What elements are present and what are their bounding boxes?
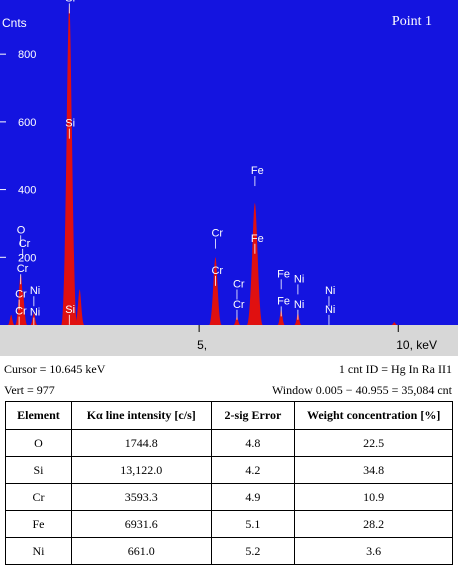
spectrum-peak — [18, 291, 28, 325]
table-row: Cr 3593.3 4.9 10.9 — [5, 483, 453, 511]
element-annotation: Cr — [211, 265, 223, 277]
cell-intensity: 3593.3 — [70, 483, 212, 511]
spectrum-peak — [233, 316, 241, 325]
cell-error: 4.9 — [210, 483, 296, 511]
y-tick-label: 600 — [18, 117, 36, 129]
table-row: Ni 661.0 5.2 3.6 — [5, 537, 453, 565]
cell-element: Fe — [5, 510, 72, 538]
table-row: Si 13,122.0 4.2 34.8 — [5, 456, 453, 484]
eds-spectrum-chart: SiSiSiOCrCrCrCrNiNiCrCrCrCrFeFeFeFeNiNiN… — [0, 0, 458, 356]
element-annotation: Ni — [325, 304, 335, 316]
element-annotation: Si — [65, 118, 75, 130]
spectrum-peak — [74, 289, 85, 325]
cell-error: 4.2 — [210, 456, 296, 484]
y-axis-label: Cnts — [2, 16, 27, 30]
element-annotation: Ni — [294, 273, 304, 285]
header-element: Element — [5, 401, 72, 430]
element-annotation: Cr — [233, 278, 245, 290]
cell-error: 5.2 — [210, 537, 296, 565]
y-tick-label: 800 — [18, 49, 36, 61]
spectrum-peak — [69, 304, 78, 325]
cell-element: O — [5, 429, 72, 457]
spectrum-peak — [7, 314, 15, 325]
table-row: Fe 6931.6 5.1 28.2 — [5, 510, 453, 538]
header-weight: Weight concentration [%] — [294, 401, 453, 430]
element-annotation: Ni — [294, 299, 304, 311]
element-annotation: Ni — [30, 285, 40, 297]
spectrum-peak — [209, 257, 222, 325]
element-annotation: Si — [65, 304, 75, 316]
cell-error: 5.1 — [210, 510, 296, 538]
x-tick-label: 10, keV — [396, 338, 437, 352]
cell-element: Ni — [5, 537, 72, 565]
header-error: 2-sig Error — [210, 401, 296, 430]
element-annotation: Cr — [15, 289, 27, 301]
x-axis-bar — [0, 325, 458, 356]
table-row: O 1744.8 4.8 22.5 — [5, 429, 453, 457]
plot-background — [0, 0, 458, 325]
element-annotation: Ni — [30, 307, 40, 319]
spectrum-peak — [277, 309, 285, 325]
y-tick-marks — [0, 53, 6, 258]
header-intensity: Kα line intensity [c/s] — [70, 401, 212, 430]
cnt-id-readout: 1 cnt ID = Hg In Ra II1 — [338, 362, 452, 376]
spectrum-peak — [391, 322, 398, 325]
cell-weight: 10.9 — [294, 483, 453, 511]
cell-intensity: 6931.6 — [70, 510, 212, 538]
element-annotation: Ni — [325, 285, 335, 297]
element-annotation: Fe — [277, 295, 290, 307]
cell-weight: 3.6 — [294, 537, 453, 565]
cell-weight: 22.5 — [294, 429, 453, 457]
cell-intensity: 1744.8 — [70, 429, 212, 457]
table-header-row: Element Kα line intensity [c/s] 2-sig Er… — [5, 401, 453, 430]
cell-intensity: 661.0 — [70, 537, 212, 565]
element-annotation: Fe — [277, 268, 290, 280]
element-annotation: Fe — [251, 233, 264, 245]
peak-annotations: SiSiSiOCrCrCrCrNiNiCrCrCrCrFeFeFeFeNiNiN… — [15, 0, 335, 325]
spectrum-peak — [246, 203, 263, 325]
element-annotation: Si — [65, 0, 75, 4]
cell-element: Si — [5, 456, 72, 484]
axis-tick-labels: 200 400 600 800 5, 10, keV — [18, 49, 437, 352]
element-annotation: Cr — [233, 299, 245, 311]
cell-weight: 34.8 — [294, 456, 453, 484]
x-tick-label: 5, — [197, 338, 207, 352]
cursor-readout: Cursor = 10.645 keV — [4, 362, 106, 376]
vert-readout: Vert = 977 — [4, 383, 55, 397]
cell-element: Cr — [5, 483, 72, 511]
window-readout: Window 0.005 − 40.955 = 35,084 cnt — [271, 383, 452, 397]
y-tick-label: 200 — [18, 252, 36, 264]
panel-title: Point 1 — [392, 14, 432, 29]
element-annotation: Cr — [17, 263, 29, 275]
element-annotation: Cr — [15, 306, 27, 318]
cell-weight: 28.2 — [294, 510, 453, 538]
cell-error: 4.8 — [210, 429, 296, 457]
element-annotation: O — [17, 224, 26, 236]
cell-intensity: 13,122.0 — [70, 456, 212, 484]
element-annotation: Cr — [211, 228, 223, 240]
results-table: Element Kα line intensity [c/s] 2-sig Er… — [5, 401, 453, 565]
y-tick-label: 400 — [18, 185, 36, 197]
element-annotation: Cr — [19, 238, 31, 250]
spectrum-peaks — [7, 3, 398, 326]
element-annotation: Fe — [251, 165, 264, 177]
spectrum-peak — [61, 3, 78, 326]
